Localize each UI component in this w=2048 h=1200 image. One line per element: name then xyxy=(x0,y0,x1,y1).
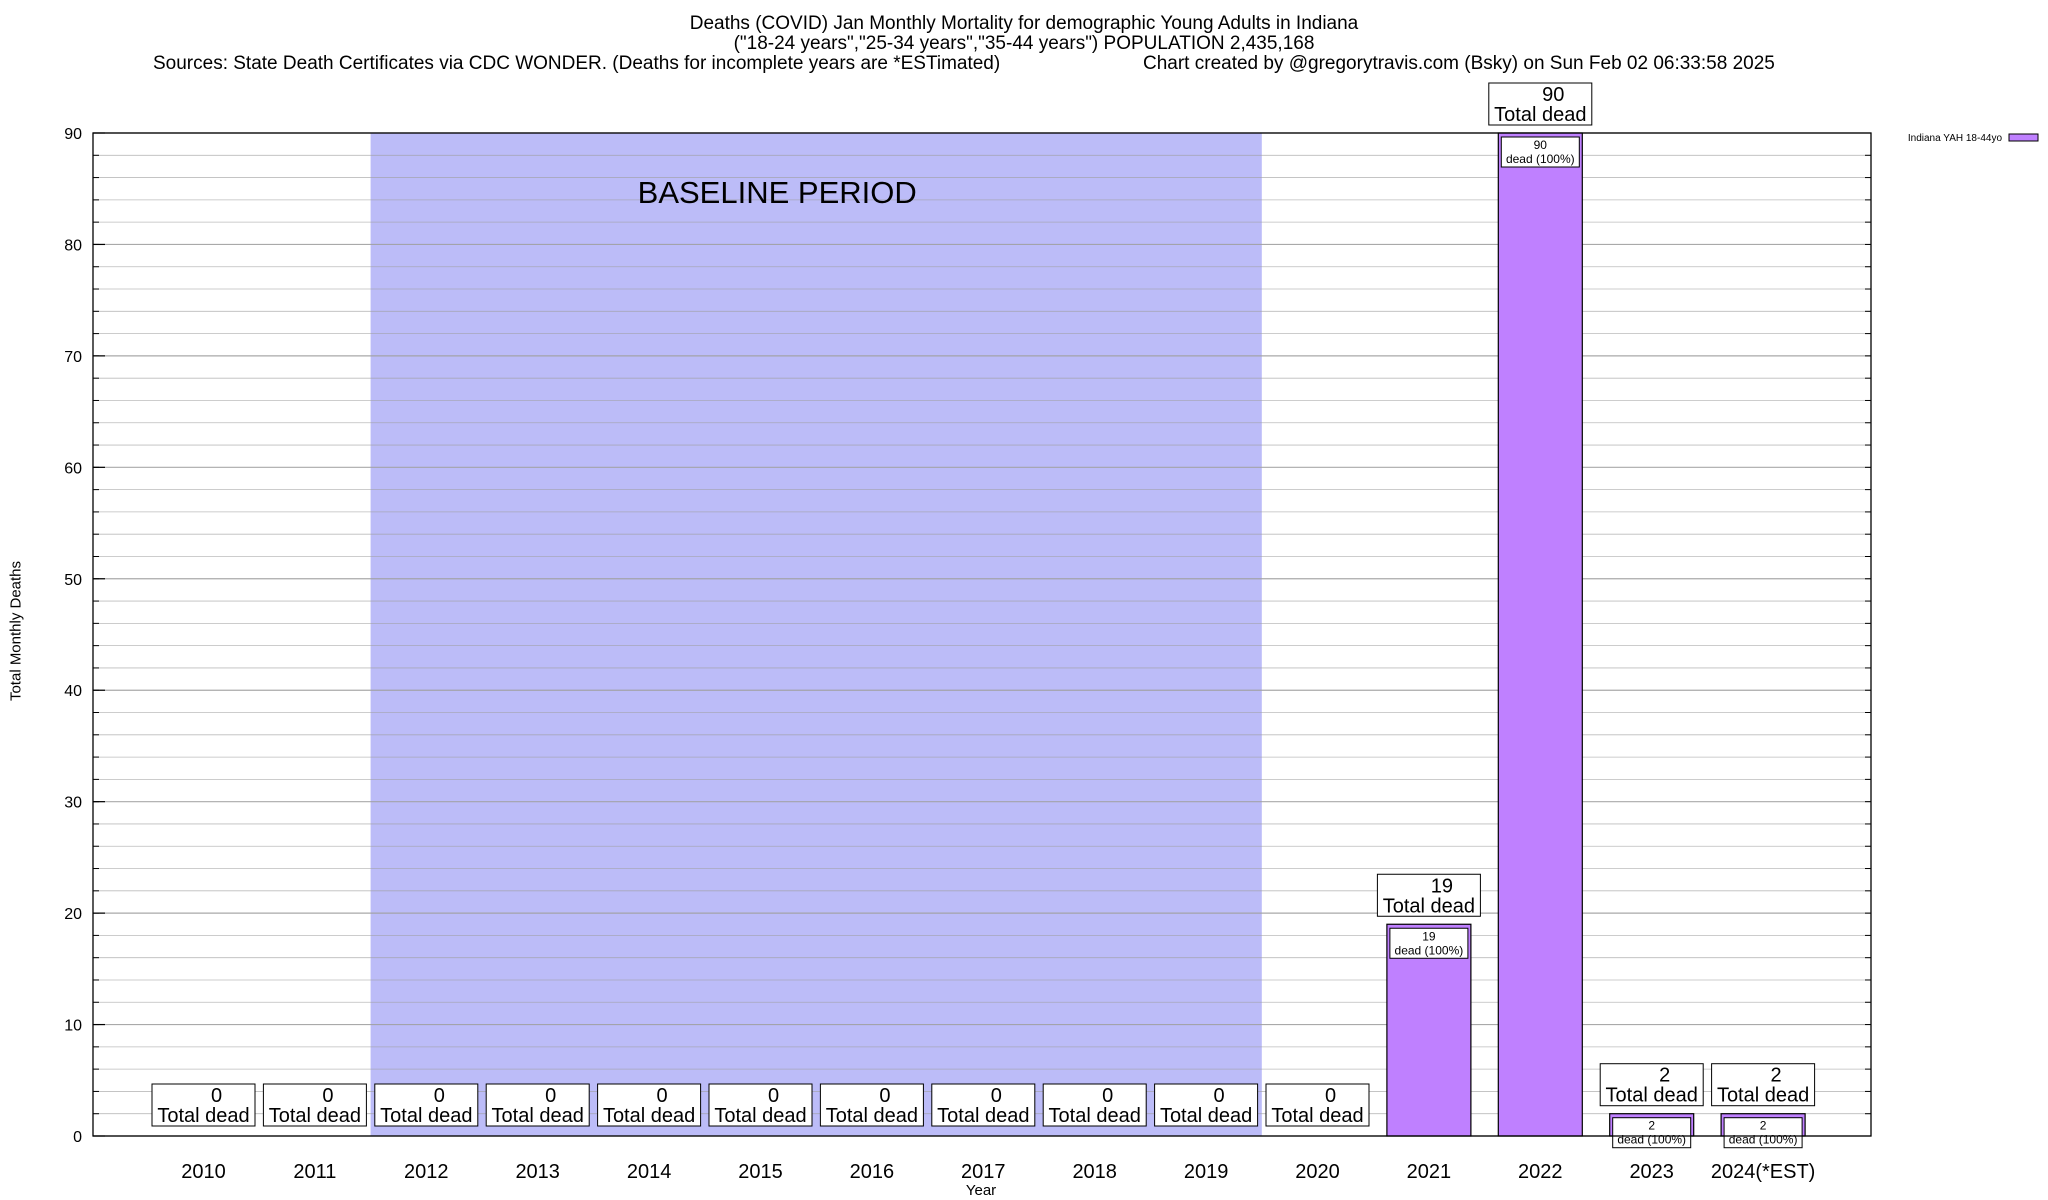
bar-inner-value-label: 2 xyxy=(1648,1119,1655,1133)
total-label-box xyxy=(597,1083,702,1127)
bar xyxy=(1497,132,1583,1137)
x-tick-label: 2015 xyxy=(738,1161,783,1183)
total-label-box xyxy=(1154,1083,1259,1127)
bar-inner-value-label: 90 xyxy=(1534,138,1548,152)
baseline-period-label: BASELINE PERIOD xyxy=(638,175,917,210)
total-dead-label: Total dead xyxy=(1271,1105,1363,1127)
total-value-label: 90 xyxy=(1542,84,1564,106)
total-label-box xyxy=(1042,1083,1147,1127)
total-label-box xyxy=(931,1083,1036,1127)
total-value-label: 0 xyxy=(1214,1085,1225,1107)
total-dead-label: Total dead xyxy=(157,1105,249,1127)
total-value-label: 0 xyxy=(434,1085,445,1107)
total-value-label: 0 xyxy=(1325,1085,1336,1107)
total-dead-label: Total dead xyxy=(1049,1105,1141,1127)
total-dead-label: Total dead xyxy=(1160,1105,1252,1127)
total-label-box xyxy=(151,1083,256,1127)
total-label-box xyxy=(262,1083,367,1127)
x-tick-label: 2014 xyxy=(627,1161,672,1183)
y-tick-label: 30 xyxy=(64,795,82,812)
bar-inner-percent-label: dead (100%) xyxy=(1395,943,1464,957)
total-dead-label: Total dead xyxy=(714,1105,806,1127)
y-tick-label: 0 xyxy=(73,1129,82,1146)
total-label-box xyxy=(485,1083,590,1127)
y-tick-label: 80 xyxy=(64,237,82,254)
total-dead-label: Total dead xyxy=(937,1105,1029,1127)
total-value-label: 2 xyxy=(1771,1065,1782,1087)
x-tick-label: 2020 xyxy=(1295,1161,1340,1183)
total-dead-label: Total dead xyxy=(380,1105,472,1127)
plot-border xyxy=(92,132,1872,1137)
total-label-box xyxy=(1711,1063,1816,1107)
total-dead-label: Total dead xyxy=(1494,104,1586,126)
bar-inner-label-box xyxy=(1723,1117,1803,1149)
x-axis-label: Year xyxy=(965,1182,997,1199)
x-tick-label: 2011 xyxy=(293,1161,336,1183)
y-tick-label: 70 xyxy=(64,349,82,366)
total-label-box xyxy=(374,1083,479,1127)
x-tick-label: 2024(*EST) xyxy=(1711,1161,1816,1183)
x-tick-label: 2022 xyxy=(1518,1161,1563,1183)
x-tick-label: 2019 xyxy=(1184,1161,1229,1183)
total-dead-label: Total dead xyxy=(492,1105,584,1127)
x-tick-label: 2010 xyxy=(181,1161,226,1183)
y-tick-label: 20 xyxy=(64,906,82,923)
x-tick-label: 2013 xyxy=(515,1161,560,1183)
chart-title: Deaths (COVID) Jan Monthly Mortality for… xyxy=(689,13,1359,34)
total-label-box xyxy=(1488,82,1593,126)
total-dead-label: Total dead xyxy=(1606,1085,1698,1107)
legend-label: Indiana YAH 18-44yo xyxy=(1908,133,2003,144)
total-value-label: 0 xyxy=(768,1085,779,1107)
total-value-label: 0 xyxy=(545,1085,556,1107)
bar-inner-percent-label: dead (100%) xyxy=(1617,1133,1686,1147)
total-value-label: 0 xyxy=(991,1085,1002,1107)
x-tick-label: 2016 xyxy=(850,1161,895,1183)
legend-swatch xyxy=(2008,133,2039,142)
total-label-box xyxy=(1265,1083,1370,1127)
total-value-label: 2 xyxy=(1659,1065,1670,1087)
x-tick-label: 2018 xyxy=(1072,1161,1117,1183)
total-label-box xyxy=(1599,1063,1704,1107)
bar-inner-value-label: 19 xyxy=(1422,929,1436,943)
bar-inner-percent-label: dead (100%) xyxy=(1729,1133,1798,1147)
bar-inner-label-box xyxy=(1500,136,1580,168)
total-value-label: 0 xyxy=(211,1085,222,1107)
total-label-box xyxy=(708,1083,813,1127)
total-value-label: 19 xyxy=(1431,875,1453,897)
source-note: Sources: State Death Certificates via CD… xyxy=(153,53,1001,74)
x-tick-label: 2023 xyxy=(1629,1161,1674,1183)
total-value-label: 0 xyxy=(879,1085,890,1107)
baseline-period-band xyxy=(370,133,1262,1136)
total-label-box xyxy=(1376,873,1481,917)
y-tick-label: 90 xyxy=(64,126,82,143)
x-tick-label: 2021 xyxy=(1407,1161,1452,1183)
total-dead-label: Total dead xyxy=(269,1105,361,1127)
credit-note: Chart created by @gregorytravis.com (Bsk… xyxy=(1143,53,1775,74)
bar-inner-percent-label: dead (100%) xyxy=(1506,152,1575,166)
y-tick-label: 40 xyxy=(64,683,82,700)
total-value-label: 0 xyxy=(1102,1085,1113,1107)
bar-inner-label-box xyxy=(1612,1117,1692,1149)
total-dead-label: Total dead xyxy=(603,1105,695,1127)
total-dead-label: Total dead xyxy=(1717,1085,1809,1107)
y-tick-label: 60 xyxy=(64,460,82,477)
x-tick-label: 2012 xyxy=(404,1161,449,1183)
y-tick-label: 10 xyxy=(64,1018,82,1035)
total-dead-label: Total dead xyxy=(826,1105,918,1127)
total-value-label: 0 xyxy=(657,1085,668,1107)
total-value-label: 0 xyxy=(322,1085,333,1107)
total-dead-label: Total dead xyxy=(1383,895,1475,917)
y-tick-label: 50 xyxy=(64,572,82,589)
bar xyxy=(1386,923,1472,1137)
chart-subtitle: ("18-24 years","25-34 years","35-44 year… xyxy=(733,33,1315,54)
total-label-box xyxy=(819,1083,924,1127)
x-tick-label: 2017 xyxy=(961,1161,1006,1183)
bar-inner-label-box xyxy=(1389,927,1469,959)
bar-inner-value-label: 2 xyxy=(1760,1119,1767,1133)
